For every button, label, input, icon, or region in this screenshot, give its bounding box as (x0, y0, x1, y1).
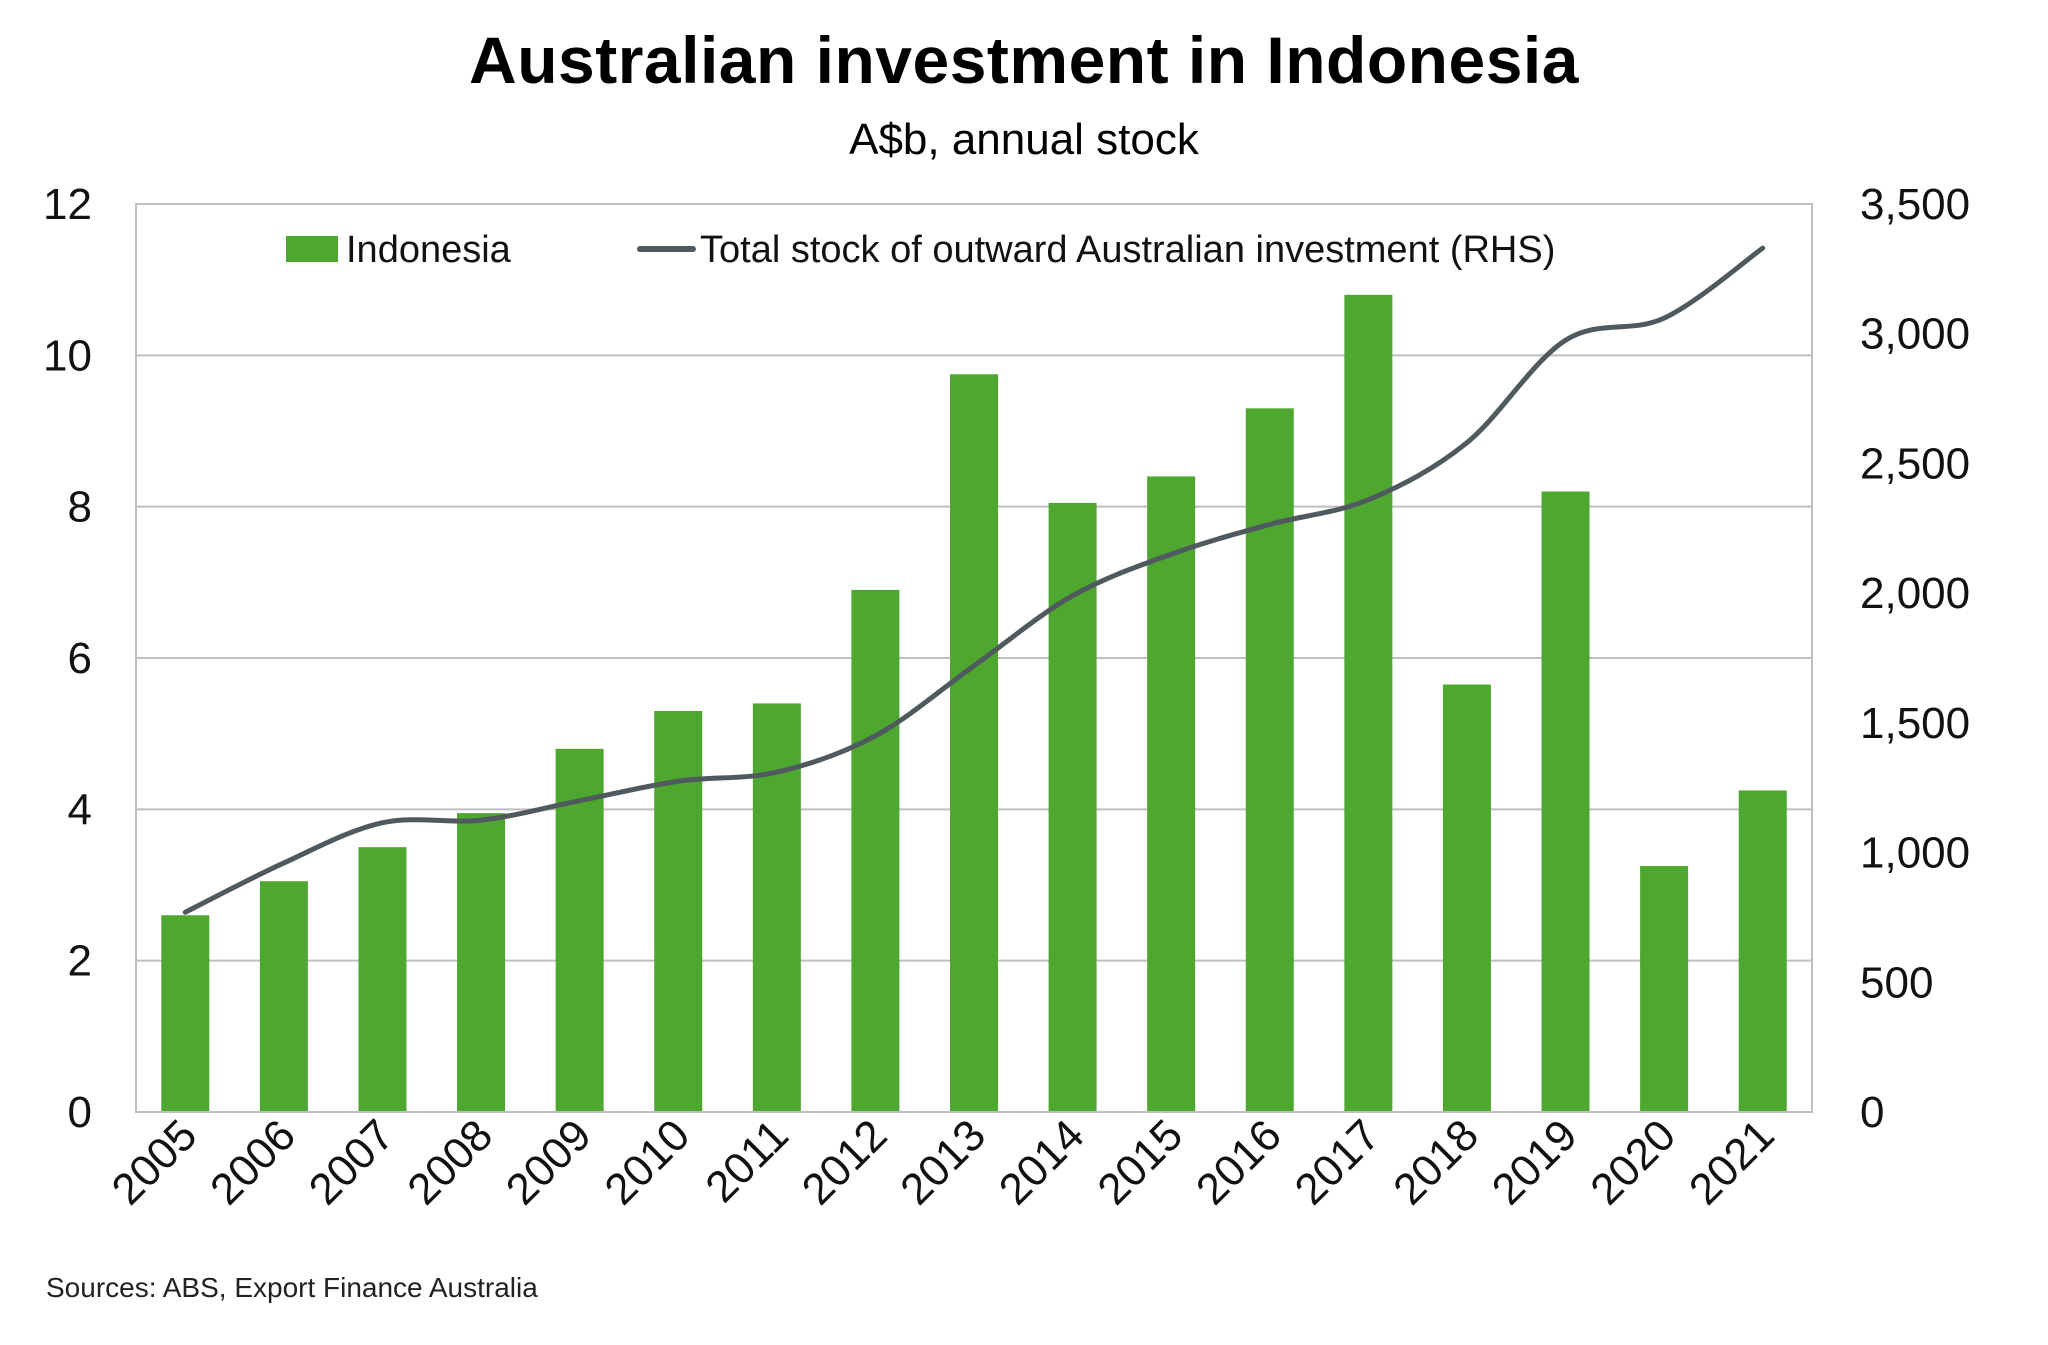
left-tick-label: 8 (68, 483, 92, 532)
bar-2017 (1344, 294, 1393, 1112)
bar-2006 (259, 881, 308, 1112)
bar-2009 (555, 748, 604, 1112)
right-tick-label: 2,000 (1860, 569, 1970, 618)
x-tick-label: 2016 (1187, 1110, 1291, 1214)
source-note: Sources: ABS, Export Finance Australia (46, 1272, 538, 1303)
right-tick-label: 0 (1860, 1088, 1884, 1137)
left-tick-label: 4 (68, 785, 92, 834)
bar-2019 (1541, 491, 1590, 1112)
chart-subtitle: A$b, annual stock (849, 115, 1199, 164)
x-axis-ticks: 2005200620072008200920102011201220132014… (102, 1110, 1783, 1214)
right-tick-label: 1,500 (1860, 699, 1970, 748)
left-tick-label: 10 (43, 331, 92, 380)
x-tick-label: 2006 (201, 1110, 305, 1214)
left-axis-ticks: 0 2 4 6 8 10 12 (43, 180, 92, 1137)
bar-2018 (1442, 684, 1491, 1112)
left-tick-label: 12 (43, 180, 92, 229)
x-tick-label: 2021 (1680, 1110, 1784, 1214)
x-tick-label: 2009 (497, 1110, 601, 1214)
bar-2013 (950, 374, 998, 1112)
right-tick-label: 3,500 (1860, 180, 1970, 229)
bar-2010 (654, 710, 703, 1112)
x-tick-label: 2010 (595, 1110, 699, 1214)
x-tick-label: 2011 (696, 1110, 798, 1212)
right-tick-label: 3,000 (1860, 310, 1970, 359)
x-tick-label: 2018 (1384, 1110, 1488, 1214)
x-tick-label: 2019 (1483, 1110, 1587, 1214)
bar-2005 (161, 915, 210, 1112)
legend-label-indonesia: Indonesia (346, 229, 512, 271)
bar-2012 (851, 589, 900, 1112)
x-tick-label: 2007 (300, 1110, 404, 1214)
bar-2016 (1245, 408, 1294, 1112)
bar-2007 (358, 847, 407, 1112)
x-tick-label: 2013 (891, 1110, 995, 1214)
x-tick-label: 2017 (1286, 1110, 1390, 1214)
legend-label-total-stock: Total stock of outward Australian invest… (700, 229, 1555, 271)
right-tick-label: 2,500 (1860, 439, 1970, 488)
bar-2021 (1738, 790, 1787, 1112)
right-axis-ticks: 0 500 1,000 1,500 2,000 2,500 3,000 3,500 (1860, 180, 1970, 1137)
left-tick-label: 0 (68, 1088, 92, 1137)
x-tick-label: 2014 (990, 1110, 1094, 1214)
bar-2011 (752, 703, 801, 1112)
x-tick-label: 2005 (102, 1110, 206, 1214)
x-tick-label: 2012 (793, 1110, 897, 1214)
bar-series (161, 294, 1787, 1113)
bar-2020 (1640, 866, 1689, 1112)
left-tick-label: 6 (68, 634, 92, 683)
legend: Indonesia Total stock of outward Austral… (286, 229, 1555, 271)
plot-frame (135, 203, 1813, 1113)
right-tick-label: 500 (1860, 958, 1933, 1007)
bar-2015 (1147, 476, 1196, 1112)
x-tick-label: 2015 (1088, 1110, 1192, 1214)
bar-2008 (457, 813, 506, 1112)
line-series-total-stock (182, 245, 1766, 915)
left-tick-label: 2 (68, 937, 92, 986)
legend-swatch-indonesia (286, 236, 338, 262)
x-tick-label: 2020 (1581, 1110, 1685, 1214)
x-tick-label: 2008 (398, 1110, 502, 1214)
right-tick-label: 1,000 (1860, 829, 1970, 878)
chart-title: Australian investment in Indonesia (469, 23, 1579, 97)
